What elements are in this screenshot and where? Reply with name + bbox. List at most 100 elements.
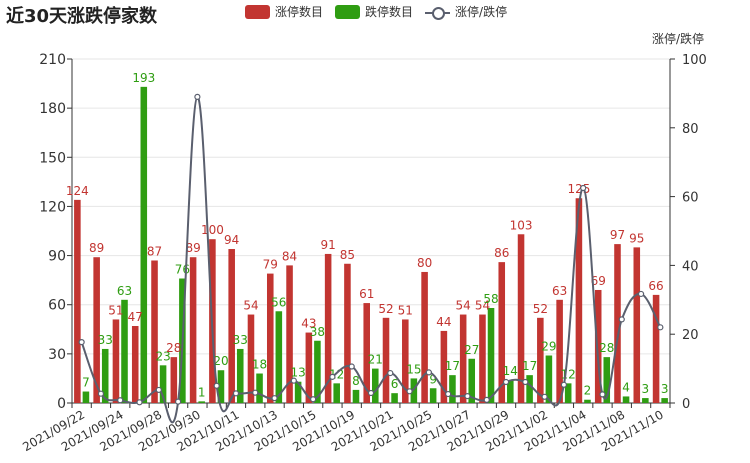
data-label-limit-up: 51 bbox=[398, 303, 413, 317]
line-point-ratio bbox=[290, 377, 297, 384]
bar-limit-down bbox=[101, 348, 109, 403]
legend-label-limit-up: 涨停数目 bbox=[275, 5, 324, 19]
bar-limit-up bbox=[363, 303, 370, 403]
bar-limit-up bbox=[537, 317, 544, 403]
legend-swatch-limit-up bbox=[245, 4, 270, 19]
y-left-tick-label: 0 bbox=[57, 396, 66, 412]
line-point-ratio bbox=[329, 373, 336, 380]
line-point-ratio bbox=[271, 395, 278, 402]
data-label-limit-down: 23 bbox=[155, 349, 170, 363]
data-label-limit-up: 103 bbox=[510, 218, 533, 232]
data-label-limit-down: 7 bbox=[82, 376, 90, 390]
line-point-ratio bbox=[657, 324, 664, 331]
bar-limit-down bbox=[564, 383, 572, 403]
data-label-limit-down: 27 bbox=[464, 343, 479, 357]
bar-limit-up bbox=[286, 265, 293, 403]
data-label-limit-up: 125 bbox=[567, 182, 590, 196]
bar-limit-up bbox=[517, 234, 525, 403]
line-point-ratio bbox=[541, 393, 548, 400]
bar-limit-up bbox=[151, 260, 158, 403]
legend: 涨停数目 跌停数目 涨停/跌停 bbox=[245, 3, 519, 20]
bar-limit-down bbox=[140, 86, 148, 403]
data-label-limit-up: 51 bbox=[108, 303, 123, 317]
data-label-limit-up: 89 bbox=[89, 241, 104, 255]
bar-limit-up bbox=[614, 244, 621, 403]
data-label-limit-up: 79 bbox=[263, 258, 278, 272]
line-point-ratio bbox=[117, 397, 124, 404]
y-left-tick-label: 90 bbox=[48, 249, 66, 265]
data-label-limit-up: 66 bbox=[648, 279, 663, 293]
series-line-ratio bbox=[80, 95, 662, 424]
data-label-limit-down: 17 bbox=[445, 359, 460, 373]
data-label-limit-down: 17 bbox=[522, 359, 537, 373]
y-left-tick-label: 120 bbox=[39, 199, 66, 215]
data-label-limit-down: 15 bbox=[406, 362, 421, 376]
bar-limit-up bbox=[344, 263, 351, 403]
legend-swatch-ratio bbox=[425, 5, 451, 20]
data-label-limit-up: 100 bbox=[201, 223, 224, 237]
data-label-limit-down: 13 bbox=[290, 366, 305, 380]
bar-limit-down bbox=[603, 357, 611, 403]
data-label-limit-down: 58 bbox=[483, 292, 498, 306]
bar-limit-down bbox=[622, 396, 630, 403]
right-axis-name: 涨停/跌停 bbox=[651, 32, 704, 46]
line-point-ratio bbox=[464, 393, 471, 400]
bar-limit-up bbox=[131, 326, 139, 403]
y-left-tick-label: 180 bbox=[39, 101, 66, 117]
data-label-limit-up: 63 bbox=[552, 284, 567, 298]
legend-item-ratio[interactable]: 涨停/跌停 bbox=[425, 3, 507, 20]
legend-item-limit-up[interactable]: 涨停数目 bbox=[245, 3, 323, 20]
chart-title: 近30天涨跌停家数 bbox=[6, 6, 158, 27]
data-label-limit-up: 44 bbox=[436, 315, 451, 329]
bar-limit-down bbox=[410, 378, 418, 403]
bar-limit-down bbox=[314, 340, 321, 403]
bar-limit-up bbox=[170, 357, 178, 403]
line-point-ratio bbox=[155, 386, 162, 394]
bar-limit-down bbox=[236, 348, 244, 403]
data-label-limit-down: 33 bbox=[233, 333, 248, 347]
data-label-limit-down: 1 bbox=[198, 385, 206, 399]
data-label-limit-up: 86 bbox=[494, 246, 509, 260]
data-label-limit-down: 20 bbox=[213, 354, 228, 368]
bar-limit-down bbox=[275, 311, 283, 403]
line-point-ratio bbox=[425, 369, 432, 376]
data-label-limit-down: 3 bbox=[642, 382, 650, 396]
data-label-limit-down: 193 bbox=[132, 71, 155, 85]
bar-limit-up bbox=[112, 319, 120, 403]
bar-limit-up bbox=[459, 314, 467, 403]
data-label-limit-down: 3 bbox=[661, 382, 669, 396]
data-label-limit-up: 124 bbox=[66, 184, 89, 198]
data-label-limit-up: 91 bbox=[320, 238, 335, 252]
bar-limit-down bbox=[121, 299, 128, 403]
y-right-tick-label: 100 bbox=[682, 53, 707, 68]
y-left-tick-label: 60 bbox=[48, 298, 66, 314]
bar-limit-up bbox=[189, 257, 197, 403]
bar-limit-up bbox=[305, 332, 313, 403]
line-point-ratio bbox=[599, 391, 606, 398]
bar-limit-down bbox=[526, 375, 533, 403]
bar-limit-down bbox=[372, 368, 379, 403]
data-label-limit-up: 54 bbox=[456, 299, 471, 313]
y-left-tick-label: 210 bbox=[39, 52, 66, 68]
line-point-ratio bbox=[367, 389, 375, 397]
legend-item-limit-down[interactable]: 跌停数目 bbox=[335, 3, 413, 20]
bar-limit-up bbox=[652, 294, 660, 403]
bar-limit-up bbox=[594, 289, 602, 403]
y-right-tick-label: 40 bbox=[682, 259, 699, 274]
data-label-limit-up: 80 bbox=[417, 256, 432, 270]
bar-limit-down bbox=[352, 389, 360, 403]
bar-limit-down bbox=[159, 365, 167, 403]
bar-limit-down bbox=[449, 375, 456, 403]
line-point-ratio bbox=[252, 389, 259, 396]
y-right-tick-label: 0 bbox=[682, 397, 690, 412]
bar-limit-down bbox=[545, 355, 553, 403]
data-label-limit-up: 61 bbox=[359, 287, 374, 301]
bar-limit-down bbox=[468, 358, 476, 403]
bar-limit-down bbox=[217, 370, 225, 403]
bar-limit-up bbox=[228, 249, 235, 403]
bar-limit-down bbox=[333, 383, 340, 403]
data-label-limit-up: 97 bbox=[610, 228, 625, 242]
data-label-limit-up: 85 bbox=[340, 248, 355, 262]
data-label-limit-down: 29 bbox=[541, 339, 556, 353]
data-label-limit-down: 28 bbox=[599, 341, 614, 355]
